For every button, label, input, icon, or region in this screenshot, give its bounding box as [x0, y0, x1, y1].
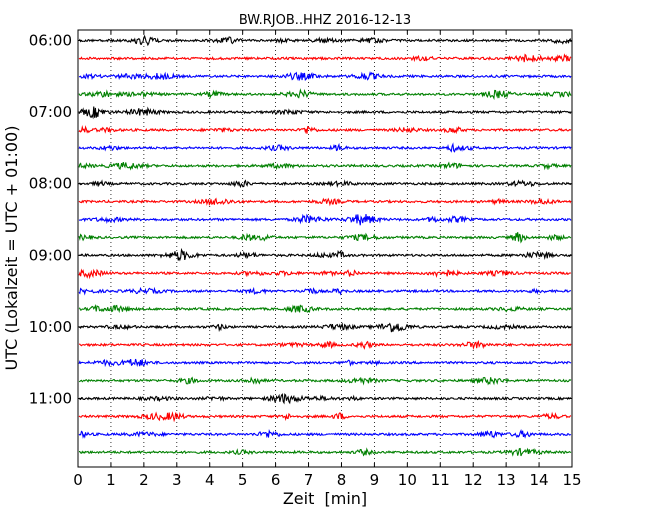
trace-0900 [78, 247, 572, 262]
trace-0615 [78, 53, 572, 63]
trace-0845 [78, 232, 572, 244]
trace-0915 [78, 268, 572, 280]
x-tick-label-11: 11 [431, 471, 450, 489]
trace-0700 [78, 106, 572, 120]
trace-0945 [78, 303, 572, 314]
trace-1015 [78, 339, 572, 351]
y-tick-label-0700: 07:00 [29, 103, 72, 121]
trace-0600 [78, 34, 572, 47]
trace-1145 [78, 447, 572, 457]
grid-lines [110, 30, 540, 467]
y-tick-label-1000: 10:00 [29, 318, 72, 336]
x-tick-label-3: 3 [172, 471, 182, 489]
plot-frame [77, 29, 573, 468]
trace-1030 [78, 358, 572, 368]
y-tick-label-0600: 06:00 [29, 32, 72, 50]
y-axis-label: UTC (Lokalzeit = UTC + 01:00) [2, 126, 21, 371]
x-tick-label-0: 0 [73, 471, 83, 489]
trace-1130 [78, 428, 572, 439]
x-tick-label-1: 1 [106, 471, 116, 489]
x-tick-label-7: 7 [304, 471, 314, 489]
trace-0815 [78, 197, 572, 207]
trace-0830 [78, 213, 572, 226]
trace-0800 [78, 179, 572, 189]
x-tick-label-12: 12 [464, 471, 483, 489]
chart-title: BW.RJOB..HHZ 2016-12-13 [239, 13, 411, 28]
seismogram-traces [78, 34, 572, 457]
trace-0730 [78, 142, 572, 153]
trace-0715 [78, 125, 572, 135]
x-tick-label-8: 8 [337, 471, 347, 489]
x-tick-label-13: 13 [497, 471, 516, 489]
trace-1115 [78, 411, 572, 423]
y-tick-label-0800: 08:00 [29, 175, 72, 193]
y-axis-ticks: 06:00 07:00 08:00 09:00 10:00 11:00 [29, 32, 572, 408]
trace-0745 [78, 161, 572, 171]
x-tick-label-9: 9 [370, 471, 380, 489]
y-tick-label-0900: 09:00 [29, 246, 72, 264]
trace-0630 [78, 71, 572, 82]
trace-0645 [78, 88, 572, 101]
x-axis-label: Zeit [min] [283, 489, 367, 508]
trace-1100 [78, 393, 572, 405]
trace-1000 [78, 322, 572, 333]
x-tick-label-5: 5 [238, 471, 248, 489]
x-tick-label-14: 14 [530, 471, 549, 489]
x-axis-ticks: 0 1 2 3 4 5 6 7 8 9 10 11 12 13 14 15 [73, 30, 582, 489]
trace-1045 [78, 376, 572, 386]
y-tick-label-1100: 11:00 [29, 390, 72, 408]
x-tick-label-15: 15 [562, 471, 581, 489]
x-tick-label-6: 6 [271, 471, 281, 489]
x-tick-label-10: 10 [398, 471, 417, 489]
x-tick-label-2: 2 [139, 471, 149, 489]
x-tick-label-4: 4 [205, 471, 215, 489]
trace-0930 [78, 286, 572, 296]
